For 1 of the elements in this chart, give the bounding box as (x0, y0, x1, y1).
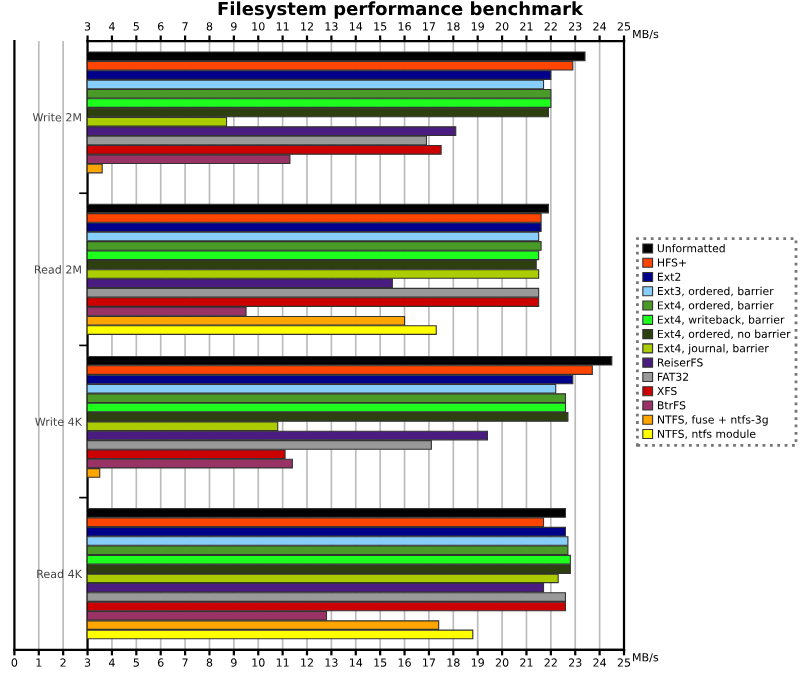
chart-title: Filesystem performance benchmark (218, 1, 584, 19)
